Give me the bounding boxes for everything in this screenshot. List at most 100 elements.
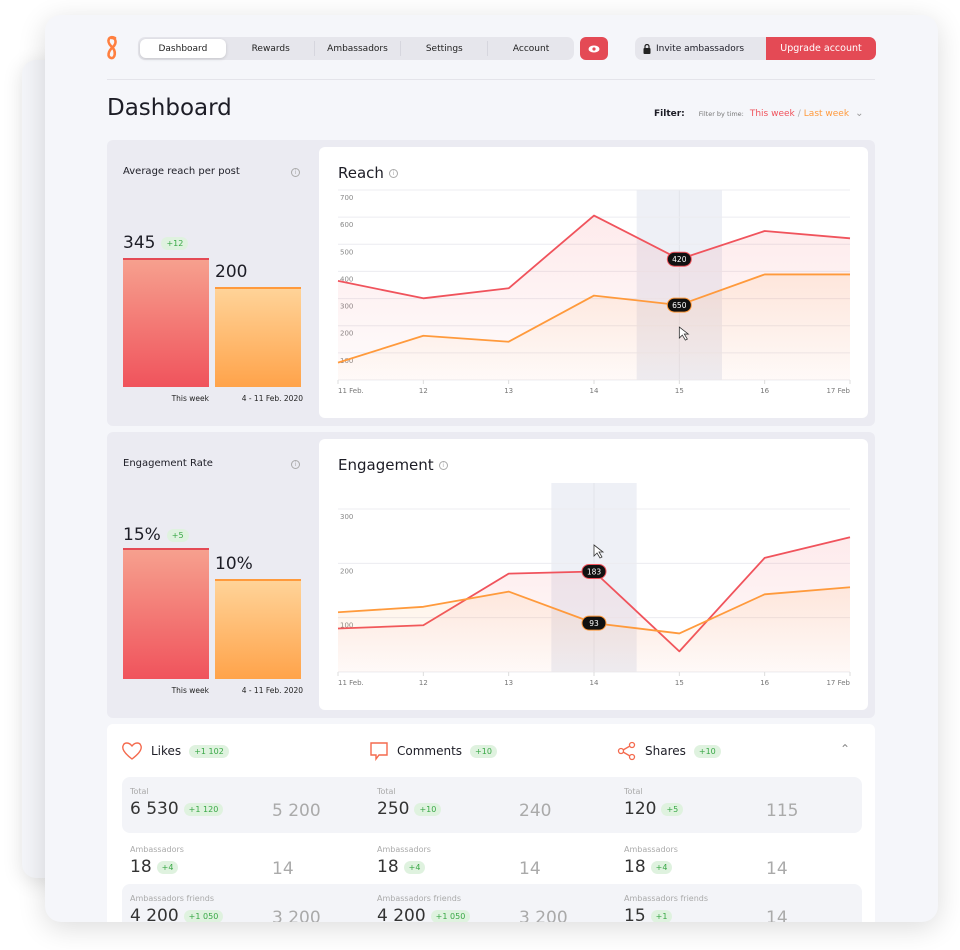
stats-row: Total 6 530 +1 120 5 200 Total 250 +10 240 T… [122, 777, 862, 833]
x-tick-label: 16 [760, 387, 769, 395]
invite-ambassadors-button[interactable]: Invite ambassadors [635, 37, 767, 60]
previous-value: 200 [215, 262, 248, 282]
info-icon[interactable]: i [438, 460, 448, 470]
delta-badge: +1 120 [183, 802, 224, 816]
previous-value: 14 [519, 859, 541, 879]
filter-separator: / [797, 108, 801, 119]
previous-value: 14 [766, 908, 788, 922]
delta-badge: +4 [156, 860, 179, 874]
y-tick-label: 300 [340, 513, 353, 521]
info-icon[interactable]: i [291, 460, 300, 469]
x-tick-label: 11 Feb. [338, 387, 364, 395]
series-line [337, 214, 851, 300]
row-label: Ambassadors friends [624, 894, 709, 903]
previous-value: 115 [766, 801, 799, 821]
comment-icon [370, 742, 388, 761]
delta-badge: +1 [650, 909, 673, 922]
comments-header: Comments +10 [369, 741, 497, 761]
filter-label: Filter: [654, 108, 685, 119]
filter-this-week[interactable]: This week [749, 108, 795, 119]
current-value: 4 200 [130, 906, 179, 922]
tooltip-value: 93 [589, 619, 599, 628]
delta-badge: +12 [161, 236, 189, 250]
row-label: Total [130, 787, 149, 796]
time-filter[interactable]: Filter: Filter by time: This week / Last… [654, 108, 863, 119]
tab-settings[interactable]: Settings [401, 41, 489, 56]
x-tick-label: 14 [590, 387, 599, 395]
y-tick-label: 400 [340, 275, 353, 283]
shares-header: Shares +10 [617, 741, 721, 761]
x-tick-label: 15 [675, 679, 684, 687]
delta-badge: +10 [414, 802, 442, 816]
series-line [337, 273, 850, 364]
collapse-chevron-icon[interactable]: ⌃ [840, 742, 851, 756]
tooltip-badge [666, 251, 692, 267]
x-tick-label: 17 Feb [826, 387, 850, 395]
likes-delta: +1 102 [189, 744, 229, 758]
heart-icon [122, 742, 142, 760]
cursor-icon [593, 544, 605, 559]
upgrade-account-button[interactable]: Upgrade account [766, 37, 876, 60]
tab-dashboard[interactable]: Dashboard [140, 39, 226, 58]
current-value: 18 [130, 857, 152, 877]
delta-badge: +5 [166, 528, 189, 542]
shares-title: Shares [645, 744, 686, 758]
x-tick-label: 12 [419, 679, 428, 687]
filter-last-week[interactable]: Last week [803, 108, 850, 119]
tooltip-badge [581, 615, 607, 631]
current-value: 15 [624, 906, 646, 922]
y-tick-label: 500 [340, 248, 353, 256]
preview-button[interactable] [580, 37, 608, 60]
tooltip-value: 420 [672, 255, 687, 264]
avg-reach-title: Average reach per post [123, 166, 240, 177]
comments-delta: +10 [470, 744, 497, 758]
delta-badge: +1 050 [430, 909, 471, 922]
y-tick-label: 700 [340, 194, 353, 202]
reach-chart[interactable]: 10020030040050060070011 Feb.121314151617… [319, 147, 868, 418]
previous-value: 14 [766, 859, 788, 879]
lock-icon [643, 43, 651, 54]
previous-value: 240 [519, 801, 552, 821]
x-tick-label: 11 Feb. [338, 679, 364, 687]
info-icon[interactable]: i [291, 168, 300, 177]
eye-icon [588, 45, 600, 52]
previous-value: 14 [272, 859, 294, 879]
previous-value: 3 200 [519, 908, 568, 922]
previous-period-label: 4 - 11 Feb. 2020 [241, 394, 303, 403]
comments-title: Comments [397, 744, 463, 758]
previous-value: 3 200 [272, 908, 321, 922]
current-value: 345 [123, 233, 156, 253]
delta-badge: +4 [650, 860, 673, 874]
current-value: 6 530 [130, 799, 179, 819]
stats-row: Ambassadors friends 4 200 +1 050 3 200 Amb… [122, 884, 862, 922]
row-label: Ambassadors [624, 845, 678, 854]
chevron-down-icon[interactable]: ⌄ [855, 108, 864, 119]
tab-ambassadors[interactable]: Ambassadors [315, 41, 402, 56]
tooltip-value: 183 [587, 567, 602, 576]
series-area [338, 274, 850, 380]
likes-title: Likes [151, 744, 182, 758]
info-icon[interactable]: i [388, 168, 398, 178]
y-tick-label: 600 [340, 221, 353, 229]
tab-rewards[interactable]: Rewards [228, 41, 315, 56]
previous-value: 10% [215, 554, 253, 574]
x-tick-label: 13 [504, 679, 513, 687]
this-week-label: This week [171, 686, 209, 695]
invite-label: Invite ambassadors [656, 43, 745, 54]
share-icon [617, 741, 636, 761]
previous-period-label: 4 - 11 Feb. 2020 [241, 686, 303, 695]
row-label: Ambassadors friends [130, 894, 215, 903]
tab-account[interactable]: Account [512, 43, 550, 54]
row-label: Total [624, 787, 643, 796]
page-title: Dashboard [107, 95, 232, 121]
shares-delta: +10 [693, 744, 721, 758]
previous-value: 5 200 [272, 801, 321, 821]
x-tick-label: 17 Feb [826, 679, 850, 687]
current-value: 4 200 [377, 906, 426, 922]
header-divider [107, 79, 875, 80]
last-week-bar [215, 579, 301, 679]
tooltip-badge [581, 563, 607, 579]
